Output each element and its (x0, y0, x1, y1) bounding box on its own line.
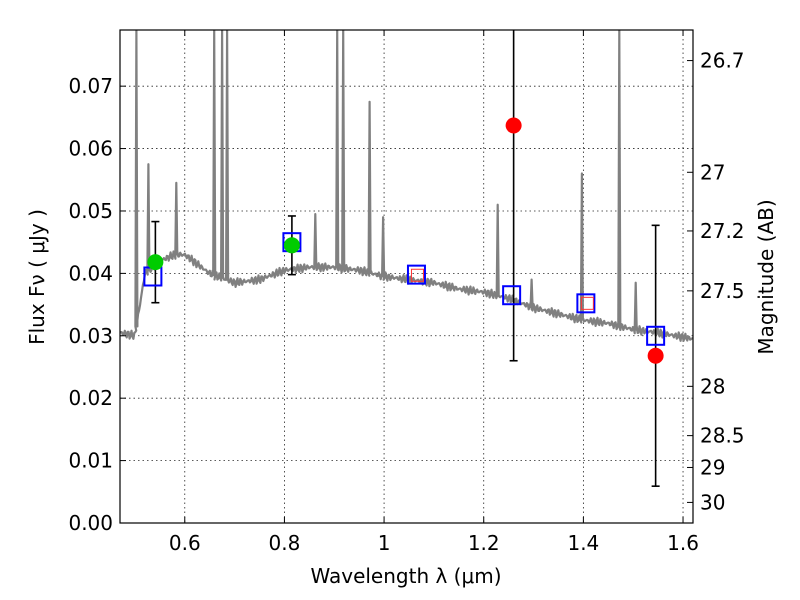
observed-flux-point (647, 347, 664, 364)
y-tick-label: 0.00 (68, 511, 113, 535)
y-tick-label: 0.05 (68, 199, 113, 223)
y2-tick-label: 30 (700, 490, 725, 514)
model-photometry-square (502, 285, 522, 306)
y2-tick-label: 29 (700, 455, 725, 479)
model-photometry-square (576, 293, 596, 314)
y2-tick-label: 28 (700, 374, 725, 398)
y-tick-label: 0.02 (68, 386, 113, 410)
x-tick-label: 0.6 (169, 531, 201, 555)
y2-tick-label: 26.7 (700, 49, 745, 73)
y2-tick-label: 28.5 (700, 424, 745, 448)
y2-axis-label: Magnitude (AB) (754, 199, 778, 354)
upper-limit-square (410, 268, 424, 282)
y2-tick-label: 27.5 (700, 279, 745, 303)
y-tick-label: 0.04 (68, 261, 113, 285)
model-photometry-square (646, 325, 666, 346)
upper-limit-square (580, 296, 594, 310)
y2-tick-label: 27 (700, 160, 725, 184)
observed-flux-point (147, 254, 164, 271)
x-axis-label: Wavelength λ (μm) (310, 564, 501, 588)
x-tick-label: 0.8 (269, 531, 301, 555)
y-tick-label: 0.01 (68, 449, 113, 473)
axes: 0.6 0.8 1 1.2 1.4 1.6 0.00 0.01 0.02 0.03 0.04 0.05… (68, 30, 745, 555)
observed-flux-point (283, 237, 300, 254)
y-tick-label: 0.07 (68, 74, 113, 98)
x-tick-label: 1 (378, 531, 391, 555)
plot-frame (119, 29, 694, 524)
model-photometry-square (406, 264, 426, 285)
y-tick-label: 0.06 (68, 137, 113, 161)
y-tick-label: 0.03 (68, 324, 113, 348)
x-tick-label: 1.2 (468, 531, 500, 555)
model-spectrum-line (120, 30, 693, 342)
x-tick-label: 1.4 (567, 531, 599, 555)
x-tick-label: 1.6 (667, 531, 699, 555)
y-axis-label: Flux Fν ( μJy ) (25, 209, 49, 345)
y2-tick-label: 27.2 (700, 219, 745, 243)
plot-area (120, 30, 693, 487)
observed-flux-point (505, 117, 522, 134)
